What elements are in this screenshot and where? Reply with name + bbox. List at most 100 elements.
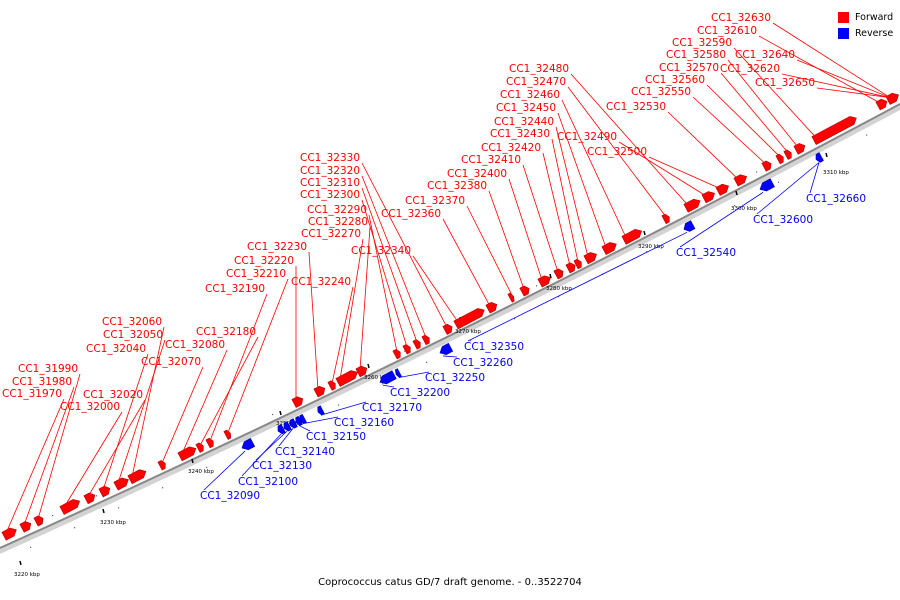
forward-gene-label: CC1_32400 [447, 168, 507, 180]
forward-gene [59, 499, 81, 515]
reverse-gene-label: CC1_32350 [464, 341, 524, 353]
reverse-gene-body [379, 370, 397, 385]
reverse-gene-body [241, 438, 256, 451]
forward-gene [453, 308, 485, 330]
forward-gene [327, 380, 336, 391]
reverse-gene-body [295, 415, 303, 426]
forward-gene [195, 442, 204, 453]
minor-dot [470, 340, 472, 342]
forward-gene-label: CC1_32210 [226, 268, 286, 280]
reverse-gene-label: CC1_32170 [362, 402, 422, 414]
tick-mark [367, 363, 370, 369]
forward-gene [335, 370, 358, 387]
forward-leader-line [23, 386, 75, 526]
forward-gene [507, 292, 515, 303]
forward-gene-body [223, 429, 232, 440]
reverse-gene-label: CC1_32160 [334, 417, 394, 429]
reverse-gene-body [289, 418, 298, 429]
legend: Forward Reverse [838, 9, 893, 41]
forward-gene-body [811, 116, 857, 145]
tick-label: 3240 kbp [188, 469, 214, 475]
reverse-gene [439, 342, 454, 355]
reverse-gene-label: CC1_32150 [306, 431, 366, 443]
forward-gene-label: CC1_32280 [308, 216, 368, 228]
genome-caption: Coprococcus catus GD/7 draft genome. - 0… [318, 577, 582, 588]
forward-gene-body [537, 275, 551, 288]
reverse-leader-line [467, 231, 688, 342]
forward-leader-line [648, 156, 721, 189]
minor-dot [96, 495, 98, 497]
forward-gene [33, 515, 44, 527]
forward-gene [392, 348, 401, 360]
forward-gene-label: CC1_32610 [697, 25, 757, 37]
forward-gene-body [177, 446, 197, 462]
forward-gene-body [412, 339, 421, 350]
legend-forward: Forward [838, 9, 893, 25]
forward-gene-label: CC1_32360 [381, 208, 441, 220]
forward-gene [421, 334, 430, 346]
forward-gene [291, 396, 304, 408]
forward-gene-label: CC1_32640 [735, 49, 795, 61]
forward-leader-line [117, 339, 166, 484]
reverse-gene-label: CC1_32260 [453, 357, 513, 369]
reverse-leader-line [679, 192, 764, 248]
minor-dot [162, 487, 164, 489]
forward-gene [683, 198, 701, 213]
forward-gene-body [775, 153, 784, 165]
tick-label: 3250 kbp [276, 421, 302, 427]
tick-label: 3300 kbp [731, 206, 757, 212]
forward-gene-label: CC1_32080 [165, 339, 225, 351]
forward-gene-body [621, 229, 643, 245]
forward-leader-line [308, 251, 319, 391]
forward-gene-body [59, 499, 81, 515]
forward-leader-line [412, 255, 459, 323]
forward-leader-line [63, 411, 123, 508]
minor-dot [536, 285, 538, 287]
forward-leader-line [618, 141, 707, 197]
forward-leader-line [692, 96, 767, 165]
forward-leader-line [131, 326, 165, 477]
forward-gene-label: CC1_31990 [18, 363, 78, 375]
forward-gene-label: CC1_32000 [60, 401, 120, 413]
forward-gene-label: CC1_32370 [405, 195, 465, 207]
forward-gene-body [313, 385, 326, 398]
forward-leader-line [181, 349, 228, 455]
forward-gene-body [19, 521, 32, 533]
forward-gene-body [485, 302, 498, 314]
forward-gene-body [421, 334, 430, 346]
forward-gene-body [519, 285, 530, 297]
forward-leader-line [567, 86, 667, 217]
reverse-leader-line [255, 430, 288, 461]
forward-gene-body [98, 485, 111, 498]
reverse-gene-label: CC1_32660 [806, 193, 866, 205]
minor-dot [272, 413, 274, 416]
forward-leader-line [557, 112, 607, 248]
forward-gene-body [157, 460, 166, 471]
forward-gene-label: CC1_32620 [720, 63, 780, 75]
legend-forward-label: Forward [855, 11, 894, 23]
forward-gene-body [392, 348, 401, 360]
reverse-gene-label: CC1_32140 [275, 446, 335, 458]
forward-leader-line [339, 238, 364, 380]
forward-gene-body [683, 198, 701, 213]
minor-dot [426, 361, 428, 364]
forward-gene-label: CC1_32430 [490, 128, 550, 140]
tick-mark [191, 458, 194, 464]
tick-mark [19, 560, 22, 566]
genome-axis [0, 103, 900, 549]
minor-dot [338, 404, 340, 406]
forward-gene-body [113, 477, 129, 491]
forward-gene [313, 385, 326, 398]
forward-gene-label: CC1_32240 [291, 276, 351, 288]
forward-gene [793, 143, 806, 155]
forward-leader-line [5, 398, 65, 534]
reverse-gene [815, 152, 824, 163]
forward-gene [205, 437, 214, 449]
tick-label: 3290 kbp [638, 244, 664, 250]
forward-gene-label: CC1_32470 [506, 76, 566, 88]
forward-leader-line [361, 175, 427, 338]
minor-dot [118, 507, 120, 509]
forward-gene [1, 527, 17, 541]
reverse-gene [277, 423, 286, 435]
forward-gene [761, 160, 772, 172]
